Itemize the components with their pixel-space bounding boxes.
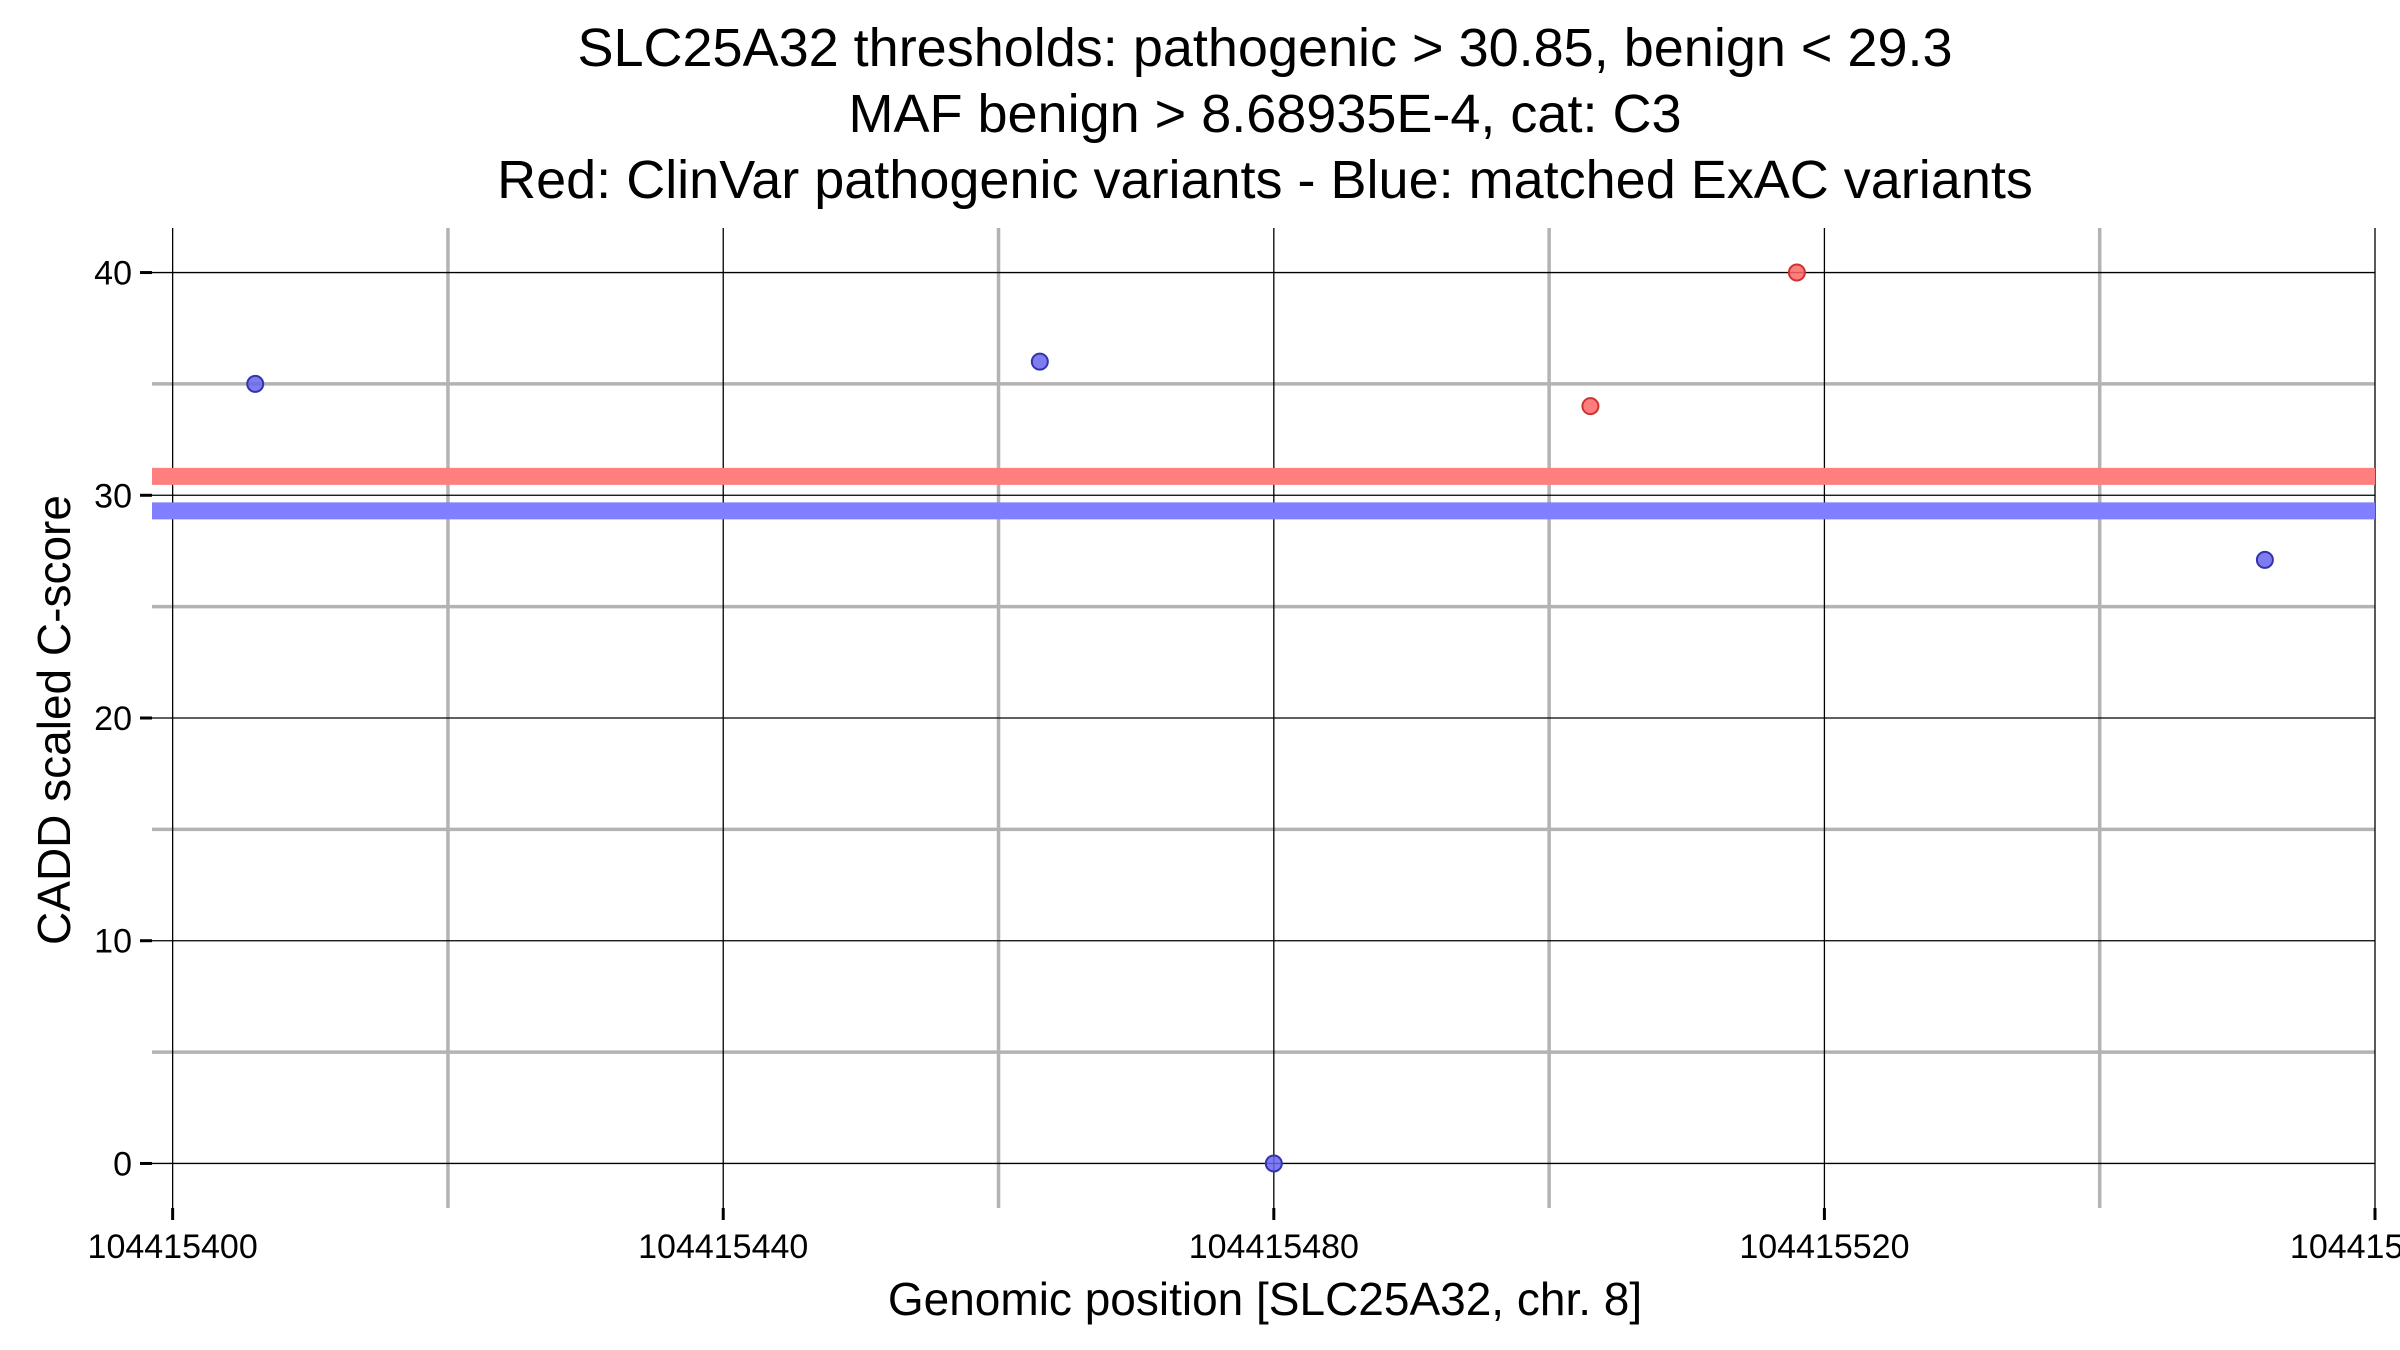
x-tick-label-2: 104415480	[1189, 1228, 1359, 1266]
data-point-s1-2	[1264, 1154, 1283, 1173]
x-axis-title: Genomic position [SLC25A32, chr. 8]	[888, 1273, 1642, 1325]
data-point-s0-1	[1787, 263, 1806, 282]
minor-gridlines	[152, 228, 2375, 1208]
x-tick-label-1: 104415440	[638, 1228, 808, 1266]
major-gridlines	[152, 228, 2376, 1208]
data-point-s0-0	[1581, 397, 1600, 416]
data-point-s1-1	[1030, 352, 1049, 371]
y-tick-label-3: 30	[94, 477, 132, 515]
y-tick-label-0: 0	[113, 1145, 132, 1183]
chart-title-line-1: SLC25A32 thresholds: pathogenic > 30.85,…	[577, 18, 1952, 78]
y-axis-title: CADD scaled C-score	[28, 495, 80, 945]
x-tick-label-3: 104415520	[1739, 1228, 1909, 1266]
x-axis: 104415400 104415440 104415480 104415520 1044…	[88, 1208, 2400, 1266]
x-tick-label-4: 104415560	[2290, 1228, 2400, 1266]
x-tick-label-0: 104415400	[88, 1228, 258, 1266]
threshold-lines	[152, 467, 2375, 520]
chart-title-line-2: MAF benign > 8.68935E-4, cat: C3	[849, 84, 1682, 144]
data-points	[246, 263, 2274, 1173]
y-tick-label-4: 40	[94, 255, 132, 293]
y-tick-label-2: 20	[94, 700, 132, 738]
data-point-s1-3	[2255, 550, 2274, 569]
data-point-s1-0	[246, 374, 265, 393]
y-tick-label-1: 10	[94, 923, 132, 961]
chart-title-line-3: Red: ClinVar pathogenic variants - Blue:…	[497, 150, 2033, 210]
y-axis: 0 10 20 30 40	[94, 255, 152, 1183]
